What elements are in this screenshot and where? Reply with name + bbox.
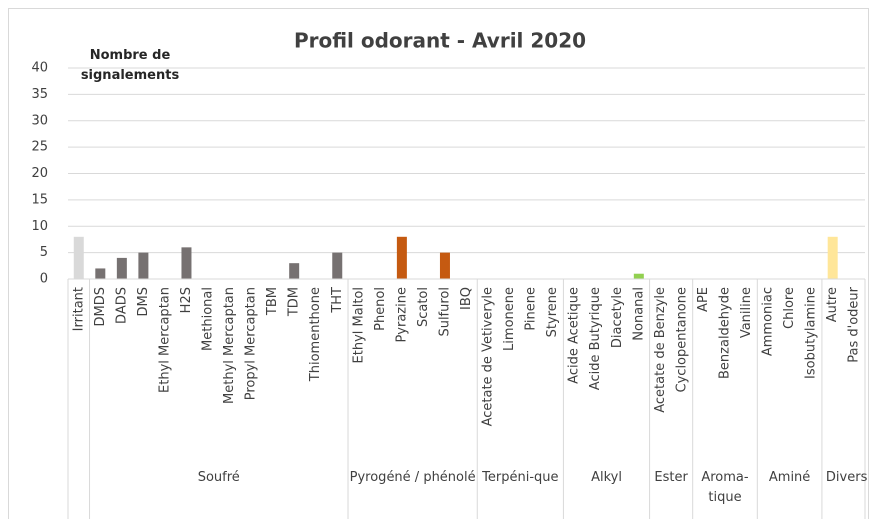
x-tick-label: Irritant xyxy=(71,287,86,331)
y-tick-label: 35 xyxy=(31,87,48,102)
x-tick-label: DMDS xyxy=(93,287,108,327)
bar xyxy=(116,257,127,279)
x-tick-label: Scatol xyxy=(416,287,431,327)
x-tick-label: Sulfurol xyxy=(437,287,452,337)
x-tick-label: Ethyl Mercaptan xyxy=(157,287,172,393)
bar xyxy=(95,268,106,279)
bar xyxy=(138,252,149,279)
x-tick-label: Benzaldehyde xyxy=(717,287,732,379)
x-tick-label: Methional xyxy=(201,287,216,351)
group-label: Pyrogéné / phénolé xyxy=(349,470,476,485)
y-axis-label: Nombre de signalements xyxy=(80,48,180,83)
x-tick-label: TDM xyxy=(287,287,302,317)
x-tick-label: Acetate de Benzyle xyxy=(653,287,668,413)
bar xyxy=(633,273,644,279)
x-tick-label: Cyclopentanone xyxy=(674,287,689,392)
y-tick-label: 25 xyxy=(31,140,48,155)
bar xyxy=(73,236,84,279)
group-label: Soufré xyxy=(197,470,240,485)
x-tick-label: Pyrazine xyxy=(394,287,409,343)
group-label: Aroma-tique xyxy=(701,470,749,505)
x-tick-label: Nonanal xyxy=(631,287,646,341)
group-label: Divers xyxy=(825,470,868,485)
x-tick-label: Styrene xyxy=(545,287,560,337)
x-tick-label: Autre xyxy=(825,287,840,322)
bar xyxy=(332,252,343,279)
x-tick-label: Limonene xyxy=(502,287,517,351)
x-tick-label: Acetate de Vetiveryle xyxy=(481,287,496,426)
x-tick-label: Vaniline xyxy=(739,287,754,338)
x-tick-label: Phenol xyxy=(373,287,388,331)
x-tick-label: Thiomenthone xyxy=(308,287,323,382)
x-tick-label: DMS xyxy=(136,287,151,316)
y-tick-label: 30 xyxy=(31,113,48,128)
y-tick-label: 5 xyxy=(40,245,48,260)
x-tick-label: Acide Acetique xyxy=(567,287,582,384)
bar xyxy=(827,236,838,279)
x-tick-label: Ethyl Maltol xyxy=(351,287,366,363)
y-tick-label: 20 xyxy=(31,166,48,181)
bar xyxy=(396,236,407,279)
group-label: Aminé xyxy=(768,470,811,485)
x-tick-label: Pas d'odeur xyxy=(847,286,862,362)
x-tick-label: Acide Butyrique xyxy=(588,287,603,390)
x-tick-label: Ammoniac xyxy=(761,287,776,356)
chart-frame xyxy=(8,8,869,519)
x-tick-label: DADS xyxy=(114,287,129,324)
y-tick-label: 10 xyxy=(31,219,48,234)
x-tick-label: H2S xyxy=(179,287,194,313)
group-label: Ester xyxy=(654,470,688,485)
x-tick-label: Methyl Mercaptan xyxy=(222,287,237,404)
y-tick-label: 40 xyxy=(31,61,48,76)
y-tick-label: 0 xyxy=(40,272,48,287)
chart-title: Profil odorant - Avril 2020 xyxy=(294,29,586,53)
x-tick-label: THT xyxy=(330,287,345,314)
x-tick-label: Diacetyle xyxy=(610,287,625,348)
group-label: Terpéni-que xyxy=(482,470,559,485)
x-tick-label: Propyl Mercaptan xyxy=(244,287,259,400)
x-tick-label: Pinene xyxy=(524,287,539,331)
y-tick-label: 15 xyxy=(31,192,48,207)
bar xyxy=(439,252,450,279)
x-tick-label: IBQ xyxy=(459,287,474,310)
x-tick-label: Isobutylamine xyxy=(804,287,819,379)
x-tick-label: Chlore xyxy=(782,287,797,329)
x-tick-label: TBM xyxy=(265,287,280,316)
group-label: Alkyl xyxy=(591,470,622,485)
bar xyxy=(289,263,300,279)
x-tick-label: APE xyxy=(696,287,711,312)
bar xyxy=(181,247,192,279)
